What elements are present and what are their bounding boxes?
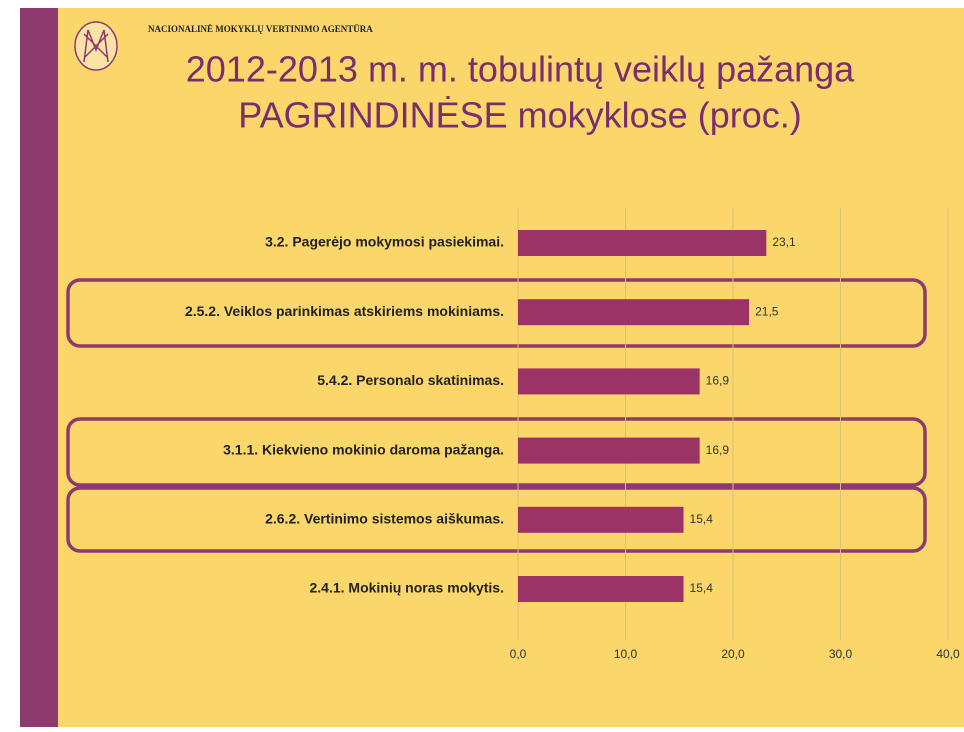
- slide-background: [58, 8, 964, 727]
- x-tick-label: 40,0: [936, 647, 960, 661]
- category-label: 2.5.2. Veiklos parinkimas atskiriems mok…: [185, 303, 504, 319]
- x-tick-label: 20,0: [721, 647, 745, 661]
- category-label: 3.2. Pagerėjo mokymosi pasiekimai.: [265, 234, 504, 250]
- bar: [518, 576, 684, 602]
- organization: NACIONALINĖ MOKYKLŲ VERTINIMO AGENTŪRA: [148, 24, 373, 34]
- value-label: 15,4: [690, 512, 714, 526]
- side-band: [20, 8, 58, 727]
- category-label: 5.4.2. Personalo skatinimas.: [317, 372, 504, 388]
- highlight-boxes: [66, 278, 927, 553]
- category-label: 2.6.2. Vertinimo sistemos aiškumas.: [265, 511, 504, 527]
- x-tick-label: 10,0: [614, 647, 638, 661]
- chart-title: PAGRINDINĖSE mokyklose (proc.): [238, 95, 801, 136]
- bar: [518, 437, 700, 464]
- bar: [518, 299, 750, 326]
- bar: [518, 506, 684, 533]
- value-label: 15,4: [690, 581, 714, 595]
- category-label: 3.1.1. Kiekvieno mokinio daroma pažanga.: [223, 441, 504, 457]
- x-tick-label: 30,0: [829, 647, 853, 661]
- chart-title: 2012-2013 m. m. tobulintų veiklų pažanga: [186, 49, 855, 90]
- x-tick-label: 0,0: [510, 647, 527, 661]
- value-label: 23,1: [772, 235, 796, 249]
- value-label: 21,5: [755, 304, 779, 318]
- bar: [518, 230, 767, 256]
- value-label: 16,9: [706, 374, 730, 388]
- logo: [74, 21, 118, 71]
- plot: 0,0 10,0 20,0 30,0 40,0 3.2. Pagerėjo mokymos…: [185, 208, 960, 661]
- bar: [518, 368, 700, 395]
- category-label: 2.4.1. Mokinių noras mokytis.: [309, 580, 504, 596]
- value-label: 16,9: [706, 443, 730, 457]
